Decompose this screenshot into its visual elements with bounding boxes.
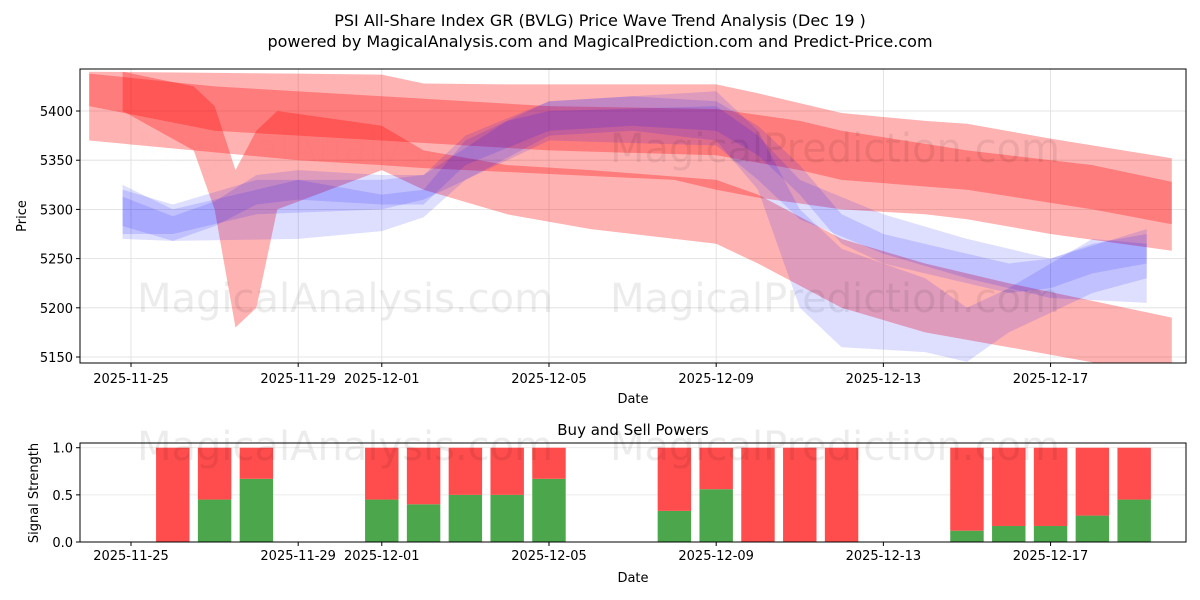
blue-wave-band <box>122 96 1147 293</box>
price-y-tick-label: 5250 <box>40 253 73 268</box>
sell-bar <box>406 447 441 505</box>
signal-ticks: 2025-11-25 2025-11-29 2025-12-01 2025-12-05… <box>52 442 1088 564</box>
sell-bar <box>448 447 483 495</box>
watermark-prediction: MagicalPrediction.com <box>610 424 1060 470</box>
buy-bar <box>699 489 733 542</box>
sell-bar <box>1117 447 1151 500</box>
signal-title: Buy and Sell Powers <box>557 421 709 439</box>
price-axes-frame <box>79 68 1187 364</box>
watermark-prediction: MagicalPrediction.com <box>610 276 1060 322</box>
signal-x-label: Date <box>617 571 648 586</box>
chart-subtitle: powered by MagicalAnalysis.com and Magic… <box>267 32 932 51</box>
price-x-tick-label: 2025-11-25 <box>93 372 169 387</box>
buy-bar <box>1075 515 1110 542</box>
price-grid <box>80 69 1186 363</box>
signal-y-label: Signal Strength <box>27 443 42 543</box>
signal-x-tick-label: 2025-12-09 <box>678 549 754 564</box>
signal-y-tick-label: 0.5 <box>52 489 73 504</box>
sell-bar <box>156 447 190 542</box>
buy-bar <box>239 478 274 542</box>
signal-y-tick-label: 1.0 <box>52 442 73 457</box>
sell-bar <box>1075 447 1110 516</box>
blue-wave-band <box>122 106 1147 303</box>
price-y-tick-label: 5350 <box>40 154 73 169</box>
watermark-analysis: MagicalAnalysis.com <box>137 126 553 172</box>
signal-x-tick-label: 2025-12-13 <box>846 549 922 564</box>
buy-bar <box>406 504 441 542</box>
signal-bars <box>156 447 1151 542</box>
sell-bar <box>824 447 859 542</box>
sell-bar <box>950 447 984 531</box>
sell-bar <box>1033 447 1068 526</box>
buy-bar <box>657 510 692 542</box>
watermark-analysis: MagicalAnalysis.com <box>137 424 553 470</box>
signal-x-tick-label: 2025-11-25 <box>93 549 169 564</box>
red-wave-band <box>122 71 1172 363</box>
sell-bar <box>657 447 692 511</box>
signal-y-tick-label: 0.0 <box>52 536 73 551</box>
watermark-prediction: MagicalPrediction.com <box>610 126 1060 172</box>
buy-bar <box>1117 499 1151 542</box>
buy-bar <box>448 494 483 542</box>
price-ticks: 2025-11-25 2025-11-29 2025-12-01 2025-12-05… <box>40 105 1088 387</box>
price-x-tick-label: 2025-11-29 <box>260 372 336 387</box>
price-y-tick-label: 5400 <box>40 105 73 120</box>
price-bands <box>89 71 1172 363</box>
sell-bar <box>783 447 817 542</box>
blue-wave-band <box>122 91 1147 362</box>
buy-bar <box>532 478 566 542</box>
signal-chart: Buy and Sell Powers MagicalAnalysis.com … <box>27 421 1187 586</box>
buy-bar <box>365 499 399 542</box>
red-wave-band <box>89 71 1172 251</box>
buy-bar <box>950 530 984 542</box>
signal-x-tick-label: 2025-11-29 <box>260 549 336 564</box>
price-x-tick-label: 2025-12-05 <box>511 372 587 387</box>
signal-x-tick-label: 2025-12-01 <box>344 549 420 564</box>
sell-bar <box>992 447 1026 526</box>
price-x-tick-label: 2025-12-13 <box>846 372 922 387</box>
price-y-tick-label: 5200 <box>40 302 73 317</box>
buy-bar <box>490 494 524 542</box>
buy-bar <box>992 525 1026 542</box>
sell-bar <box>365 447 399 500</box>
chart-title: PSI All-Share Index GR (BVLG) Price Wave… <box>334 11 866 30</box>
buy-bar <box>197 499 232 542</box>
price-chart: MagicalAnalysis.com MagicalPrediction.co… <box>15 68 1187 407</box>
sell-bar <box>490 447 524 495</box>
price-x-tick-label: 2025-12-17 <box>1013 372 1089 387</box>
signal-axes-frame <box>79 442 1187 543</box>
buy-bar <box>1033 525 1068 542</box>
red-wave-band <box>89 73 1172 225</box>
price-y-label: Price <box>15 200 30 232</box>
sell-bar <box>197 447 232 500</box>
sell-bar <box>741 447 775 542</box>
price-y-tick-label: 5150 <box>40 351 73 366</box>
price-x-tick-label: 2025-12-01 <box>344 372 420 387</box>
sell-bar <box>239 447 274 479</box>
signal-x-tick-label: 2025-12-17 <box>1013 549 1089 564</box>
sell-bar <box>699 447 733 490</box>
price-x-label: Date <box>617 392 648 407</box>
price-x-tick-label: 2025-12-09 <box>678 372 754 387</box>
watermark-analysis: MagicalAnalysis.com <box>137 276 553 322</box>
signal-x-tick-label: 2025-12-05 <box>511 549 587 564</box>
price-y-tick-label: 5300 <box>40 203 73 218</box>
sell-bar <box>532 447 566 479</box>
